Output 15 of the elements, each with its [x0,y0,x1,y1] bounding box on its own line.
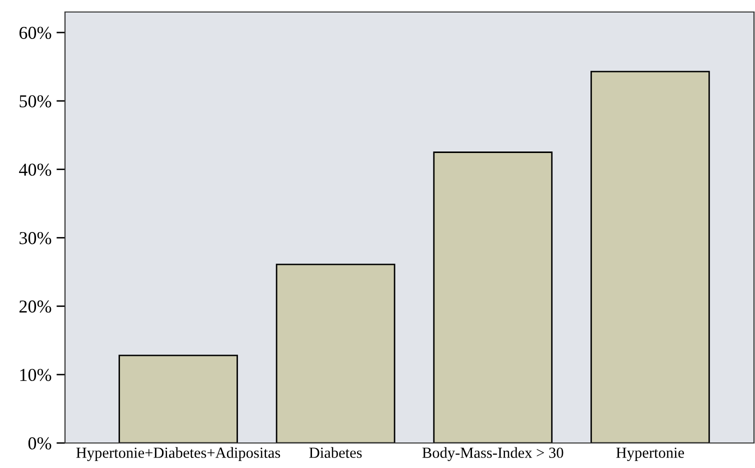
y-tick-label: 0% [28,437,52,450]
x-tick-label: Body-Mass-Index > 30 [422,447,564,462]
bar [590,70,710,443]
y-tick-label: 40% [19,164,52,176]
y-tick-label: 20% [20,300,52,313]
x-tick-label: Diabetes [309,447,362,458]
x-tick-label: Hypertonie+Diabetes+Adipositas [76,447,280,462]
x-tick-label: Hypertonie [616,448,684,462]
bar [433,152,553,443]
y-tick-label: 50% [20,95,52,108]
bar [118,354,238,443]
y-tick-label: 60% [19,26,52,40]
bar [276,264,396,443]
y-tick-label: 30% [20,232,52,244]
y-tick-label: 10% [20,368,52,382]
